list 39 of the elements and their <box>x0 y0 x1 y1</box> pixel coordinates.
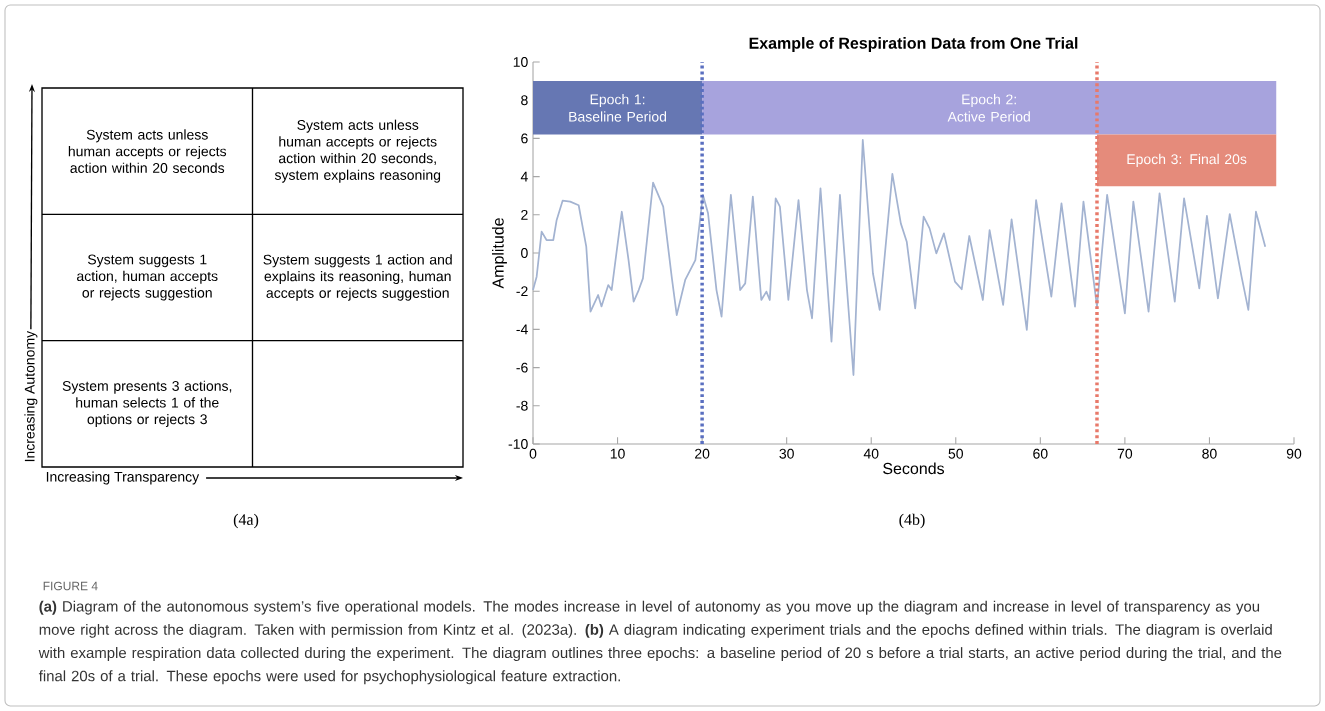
x-tick-label: 70 <box>1117 448 1133 459</box>
text: Increasing Transparency <box>46 471 200 485</box>
y-tick-label: -4 <box>516 324 528 335</box>
y-tick-label: 0 <box>521 248 528 258</box>
text: System suggests 1 action and explains its reasoning, human accepts or rejects suggestion <box>263 254 452 301</box>
chart-title: Example of Respiration Data from One Trial <box>749 37 1078 52</box>
y-tick-label: -10 <box>508 439 528 449</box>
x-tick-label: 40 <box>863 448 879 459</box>
y-tick-label: -8 <box>516 400 528 411</box>
x-tick-label: 90 <box>1286 448 1302 459</box>
x-tick-label: 80 <box>1202 448 1217 459</box>
y-tick-label: 6 <box>521 133 528 144</box>
x-tick-label: 0 <box>529 448 537 459</box>
line-series <box>532 139 1267 376</box>
band-label: Epoch 2: Active Period <box>947 94 1030 122</box>
x-tick-label: 60 <box>1033 448 1048 459</box>
text: (4b) <box>899 513 925 529</box>
y-axis-title: Amplitude <box>492 218 507 289</box>
x-tick-label: 30 <box>779 448 794 459</box>
text: System suggests 1 action, human accepts or rejects suggestion <box>77 254 218 301</box>
text: System presents 3 actions, human selects 1 of the options or rejects 3 <box>62 380 232 428</box>
y-tick-label: 2 <box>521 209 528 220</box>
caption: FIGURE 4 <box>43 581 98 591</box>
y-tick-label: 8 <box>521 95 528 106</box>
text: System acts unless human accepts or rejects action within 20 seconds, system explains reasoning <box>274 119 441 183</box>
text: Increasing Autonomy <box>24 330 38 462</box>
y-tick-label: 10 <box>513 57 528 67</box>
text: (4a) <box>233 513 259 529</box>
x-tick-label: 50 <box>948 448 964 459</box>
text: System acts unless human accepts or rejects action within 20 seconds <box>68 129 227 173</box>
x-tick-label: 10 <box>610 448 625 459</box>
x-axis-title: Seconds <box>883 462 945 475</box>
y-tick-label: -6 <box>516 362 528 373</box>
y-tick-label: -2 <box>516 286 528 297</box>
x-tick-label: 20 <box>695 448 710 459</box>
band-label: Epoch 1: Baseline Period <box>569 94 667 122</box>
band-label: Epoch 3: Final 20s <box>1127 153 1247 167</box>
text: (a) Diagram of the autonomous system’s five operational models. The modes increase in level of autonomy as you move up the diagram and increase in level of transparency as you move right across the diagram. Taken with permission from Kintz et al. (2023a). (b) A diagram indicating experiment trials and the epochs defined within trials. The diagram is overlaid with example respiration data collected during the experiment. The diagram outlines three epochs: a baseline period of 20 s before a trial starts, an active period during the trial, and the final 20s of a trial. These epochs were used for psychophysiological feature extraction. <box>38 600 1282 685</box>
y-tick-label: 4 <box>520 171 528 182</box>
